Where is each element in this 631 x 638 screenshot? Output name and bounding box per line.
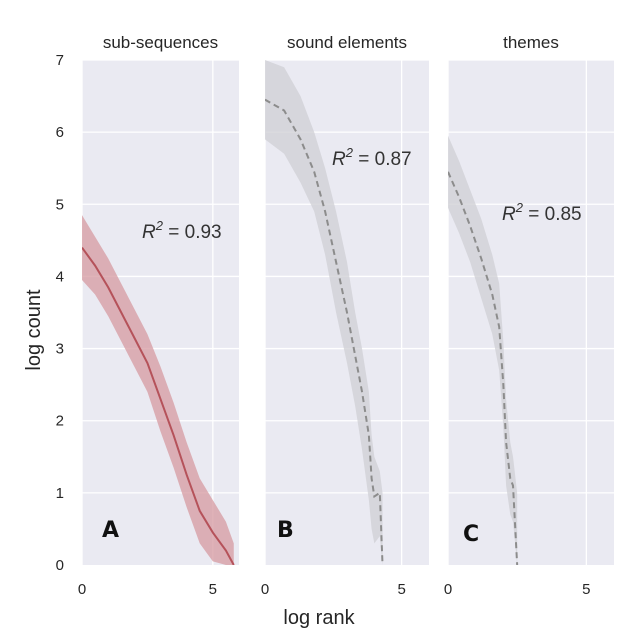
r-squared-exponent: 2: [345, 145, 354, 160]
r-squared-annotation: R2 = 0.85: [502, 200, 582, 225]
x-tick-label: 5: [582, 581, 590, 598]
y-tick-label: 0: [56, 557, 64, 574]
series-line: [448, 171, 519, 565]
y-tick-label: 2: [56, 413, 64, 430]
panel-sound-elements: sound elements 0 5 R2 = 0.87 B: [261, 33, 429, 598]
plot-area: [82, 215, 235, 565]
y-axis-label: log count: [23, 289, 45, 371]
y-tick-label: 4: [56, 268, 64, 285]
panel-title: sound elements: [287, 33, 407, 52]
x-tick-label: 0: [261, 581, 269, 598]
r-squared-exponent: 2: [515, 200, 524, 215]
x-tick-label: 5: [209, 581, 217, 598]
r-squared-annotation: R2 = 0.87: [332, 145, 412, 170]
plot-area: [265, 60, 384, 565]
r-squared-annotation: R2 = 0.93: [142, 218, 222, 243]
y-tick-label: 1: [56, 485, 64, 502]
y-tick-label: 3: [56, 341, 64, 358]
panel-sub-sequences: sub-sequences 0 5 R2 = 0.93 A: [78, 33, 239, 598]
confidence-band: [448, 135, 518, 565]
panel-background: [82, 60, 239, 565]
y-tick-label: 7: [56, 52, 64, 69]
r-squared-symbol: R: [142, 222, 156, 243]
x-tick-label: 0: [444, 581, 452, 598]
plot-area: [448, 135, 519, 565]
series-line: [82, 246, 235, 565]
r-squared-value: = 0.93: [163, 222, 222, 243]
y-tick-labels: 0 1 2 3 4 5 6 7: [56, 52, 64, 574]
x-tick-label: 5: [397, 581, 405, 598]
panel-background: [448, 60, 614, 565]
panel-letter: B: [277, 518, 294, 543]
r-squared-value: = 0.87: [353, 149, 412, 170]
y-tick-label: 5: [56, 196, 64, 213]
panel-title: themes: [503, 33, 559, 52]
r-squared-symbol: R: [502, 204, 516, 225]
y-tick-label: 6: [56, 124, 64, 141]
confidence-band: [265, 60, 383, 565]
x-tick-label: 0: [78, 581, 86, 598]
r-squared-symbol: R: [332, 149, 346, 170]
panel-themes: themes 0 5 R2 = 0.85 C: [444, 33, 614, 598]
r-squared-exponent: 2: [155, 218, 164, 233]
panel-title: sub-sequences: [103, 33, 218, 52]
panel-letter: C: [463, 522, 479, 547]
panel-letter: A: [102, 518, 119, 543]
r-squared-value: = 0.85: [523, 204, 582, 225]
series-line: [265, 98, 384, 565]
x-axis-label: log rank: [283, 607, 355, 629]
